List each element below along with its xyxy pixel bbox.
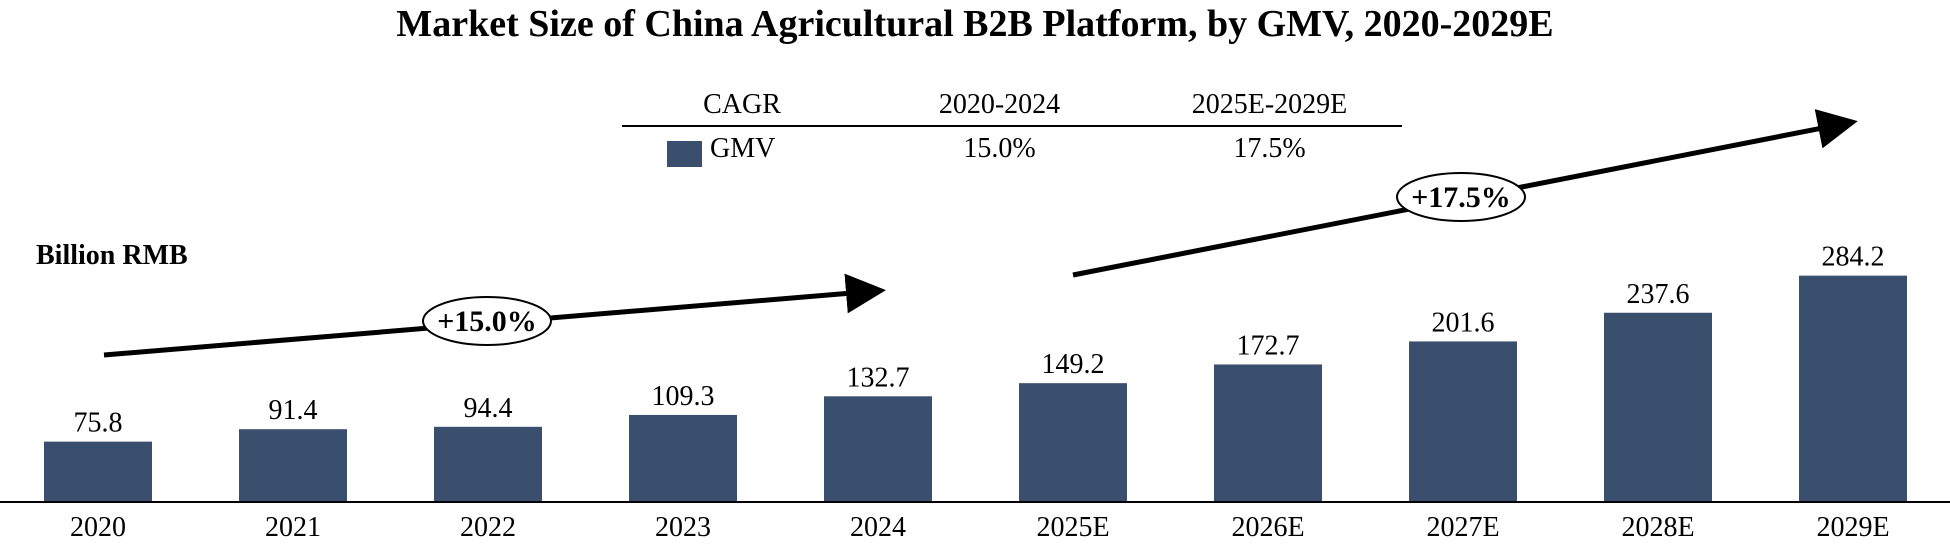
category-label-2027e: 2027E bbox=[1426, 512, 1499, 543]
value-label-2029e: 284.2 bbox=[1822, 242, 1885, 273]
chart-title: Market Size of China Agricultural B2B Pl… bbox=[396, 3, 1554, 45]
cagr-badge-2020-2024: +15.0% bbox=[422, 296, 552, 346]
cagr-header-row: CAGR 2020-2024 2025E-2029E bbox=[622, 85, 1402, 127]
bar-series-gmv: 75.8 91.4 94.4 109.3 132.7 149.2 172.7 201.6 237… bbox=[44, 242, 1907, 502]
bar-2024 bbox=[824, 396, 932, 502]
legend-swatch bbox=[667, 141, 702, 167]
category-label-2025e: 2025E bbox=[1036, 512, 1109, 543]
category-label-2024: 2024 bbox=[850, 512, 906, 543]
value-label-2022: 94.4 bbox=[464, 393, 513, 424]
value-label-2027e: 201.6 bbox=[1432, 307, 1495, 338]
category-label-2023: 2023 bbox=[655, 512, 711, 543]
bar-2027e bbox=[1409, 341, 1517, 502]
bar-2021 bbox=[239, 429, 347, 502]
cagr-header-label: CAGR bbox=[703, 89, 781, 120]
cagr-value-period-1: 15.0% bbox=[963, 133, 1036, 164]
bar-2020 bbox=[44, 441, 152, 502]
category-label-2026e: 2026E bbox=[1231, 512, 1304, 543]
value-label-2024: 132.7 bbox=[847, 362, 910, 393]
cagr-table: CAGR 2020-2024 2025E-2029E GMV 15.0% 17.… bbox=[622, 85, 1402, 169]
category-label-2021: 2021 bbox=[265, 512, 321, 543]
legend-series-name: GMV bbox=[710, 133, 776, 164]
bar-2025e bbox=[1019, 383, 1127, 502]
bar-2029e bbox=[1799, 275, 1907, 502]
bar-2028e bbox=[1604, 312, 1712, 502]
cagr-header-period-1: 2020-2024 bbox=[938, 89, 1061, 120]
bar-2026e bbox=[1214, 364, 1322, 502]
unit-label: Billion RMB bbox=[36, 240, 188, 271]
cagr-data-row: GMV 15.0% 17.5% bbox=[622, 129, 1402, 169]
cagr-badge-2025-2029: +17.5% bbox=[1396, 172, 1526, 222]
cagr-value-period-2: 17.5% bbox=[1233, 133, 1306, 164]
cagr-divider bbox=[622, 125, 1402, 127]
category-label-2028e: 2028E bbox=[1621, 512, 1694, 543]
cagr-header-period-2: 2025E-2029E bbox=[1191, 89, 1348, 120]
value-label-2020: 75.8 bbox=[74, 408, 123, 439]
cagr-badge-text-1: +15.0% bbox=[437, 305, 537, 338]
category-label-2022: 2022 bbox=[460, 512, 516, 543]
category-label-2020: 2020 bbox=[70, 512, 126, 543]
cagr-badge-text-2: +17.5% bbox=[1411, 181, 1511, 214]
value-label-2026e: 172.7 bbox=[1237, 330, 1300, 361]
value-label-2021: 91.4 bbox=[269, 395, 318, 426]
value-label-2023: 109.3 bbox=[652, 381, 715, 412]
bar-2023 bbox=[629, 414, 737, 502]
bar-2022 bbox=[434, 426, 542, 502]
value-label-2025e: 149.2 bbox=[1042, 349, 1105, 380]
value-label-2028e: 237.6 bbox=[1627, 279, 1690, 310]
category-axis-labels: 2020 2021 2022 2023 2024 2025E 2026E 2027E 2028E… bbox=[70, 512, 1890, 543]
category-label-2029e: 2029E bbox=[1816, 512, 1889, 543]
